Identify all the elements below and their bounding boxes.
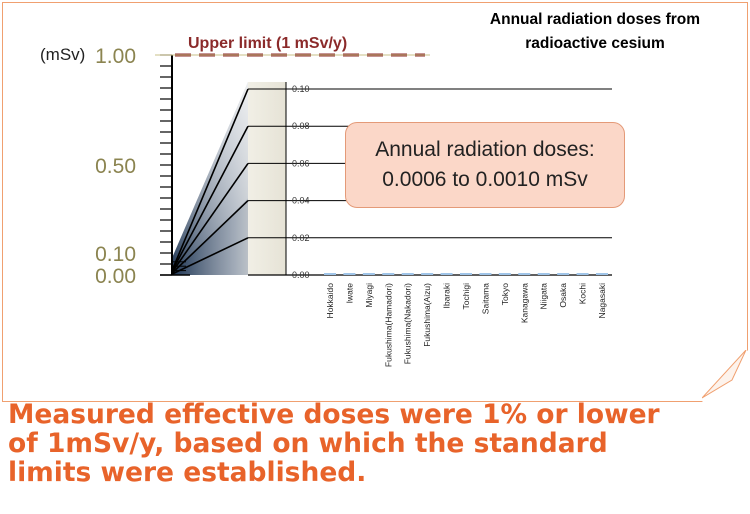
upper-limit-label: Upper limit (1 mSv/y) [188,35,347,52]
bar [537,273,550,275]
category-label: Tochigi [461,283,471,310]
zoom-panel [248,82,286,275]
category-label: Fukushima(Hamadori) [383,283,393,367]
category-label: Kochi [578,283,588,304]
category-label: Tokyo [500,283,510,305]
small-y-tick-label: 0.02 [292,233,310,243]
category-label: Saitama [480,283,490,314]
category-label: Nagasaki [597,283,607,319]
bar [557,273,570,275]
category-label: Osaka [558,283,568,308]
bar [324,273,336,275]
conclusion-line2: of 1mSv/y, based on which the standard [8,428,608,459]
bar [362,273,375,275]
bar [343,273,356,275]
big-y-tick-label: 1.00 [95,45,136,68]
small-y-tick-label: 0.04 [292,196,310,206]
small-y-tick-label: 0.00 [292,270,310,280]
category-label: Iwate [344,283,354,304]
category-label: Miyagi [364,283,374,308]
category-label: Hokkaido [325,283,335,319]
bar [460,273,472,275]
big-y-tick-label: 0.00 [95,265,136,288]
bar [518,273,531,275]
bar [596,273,608,275]
category-label: Kanagawa [519,283,529,323]
zoom-connector-line [171,162,249,273]
conclusion-line1: Measured effective doses were 1% or lowe… [8,399,660,430]
dose-callout: Annual radiation doses: 0.0006 to 0.0010… [345,122,625,208]
category-label: Fukushima(Nakadori) [403,283,413,364]
zoom-connector-line [171,88,249,271]
big-y-unit-label: (mSv) [40,45,85,64]
chart-title: Annual radiation doses from radioactive … [460,8,730,56]
conclusion-line3: limits were established. [8,457,367,488]
bar [382,273,395,275]
bar [498,273,511,275]
zoom-connector-line [171,200,249,274]
bar [401,273,414,275]
conclusion-text: Measured effective doses were 1% or lowe… [8,400,748,487]
big-y-tick-label: 0.50 [95,155,136,178]
chart-title-line2: radioactive cesium [525,35,665,52]
callout-line2: 0.0006 to 0.0010 mSv [382,168,588,191]
category-label: Niigata [539,283,549,310]
zoom-connector-line [171,237,249,275]
bar [479,273,492,275]
category-label: Fukushima(Aizu) [422,283,432,347]
small-y-tick-label: 0.06 [292,158,310,168]
small-y-tick-label: 0.08 [292,121,310,131]
category-label: Ibaraki [442,283,452,309]
zoom-connector-line [171,125,249,272]
chart-area: (mSv) 0.000.100.501.00 Upper limit (1 mS… [40,35,612,367]
chart-title-line1: Annual radiation doses from [489,11,701,28]
bar [440,273,453,275]
bar [421,273,434,275]
bar [576,273,589,275]
callout-line1: Annual radiation doses: [375,138,595,161]
big-y-tick-label: 0.10 [95,243,136,266]
small-y-tick-label: 0.10 [292,84,310,94]
page-curl [702,350,747,399]
